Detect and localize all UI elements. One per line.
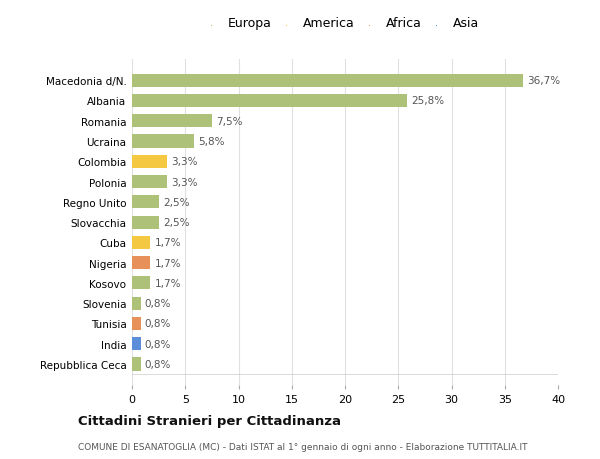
Legend: Europa, America, Africa, Asia: Europa, America, Africa, Asia — [211, 17, 479, 30]
Text: 3,3%: 3,3% — [172, 177, 198, 187]
Bar — [132, 156, 167, 168]
Bar — [132, 196, 158, 209]
Bar — [132, 317, 140, 330]
Text: 1,7%: 1,7% — [154, 278, 181, 288]
Text: 0,8%: 0,8% — [145, 298, 171, 308]
Bar — [132, 216, 158, 229]
Text: 36,7%: 36,7% — [527, 76, 560, 86]
Text: 25,8%: 25,8% — [411, 96, 444, 106]
Text: 2,5%: 2,5% — [163, 218, 190, 228]
Text: COMUNE DI ESANATOGLIA (MC) - Dati ISTAT al 1° gennaio di ogni anno - Elaborazion: COMUNE DI ESANATOGLIA (MC) - Dati ISTAT … — [78, 442, 527, 451]
Text: 5,8%: 5,8% — [198, 137, 224, 147]
Bar — [132, 135, 194, 148]
Bar — [132, 297, 140, 310]
Bar — [132, 176, 167, 189]
Bar — [132, 115, 212, 128]
Bar — [132, 337, 140, 351]
Bar — [132, 277, 150, 290]
Bar — [132, 95, 407, 108]
Text: 0,8%: 0,8% — [145, 319, 171, 329]
Text: 1,7%: 1,7% — [154, 238, 181, 248]
Text: 0,8%: 0,8% — [145, 339, 171, 349]
Bar — [132, 358, 140, 371]
Bar — [132, 74, 523, 88]
Text: 7,5%: 7,5% — [216, 117, 242, 127]
Bar — [132, 236, 150, 249]
Text: 1,7%: 1,7% — [154, 258, 181, 268]
Text: 3,3%: 3,3% — [172, 157, 198, 167]
Text: Cittadini Stranieri per Cittadinanza: Cittadini Stranieri per Cittadinanza — [78, 414, 341, 428]
Bar — [132, 257, 150, 269]
Text: 0,8%: 0,8% — [145, 359, 171, 369]
Text: 2,5%: 2,5% — [163, 197, 190, 207]
